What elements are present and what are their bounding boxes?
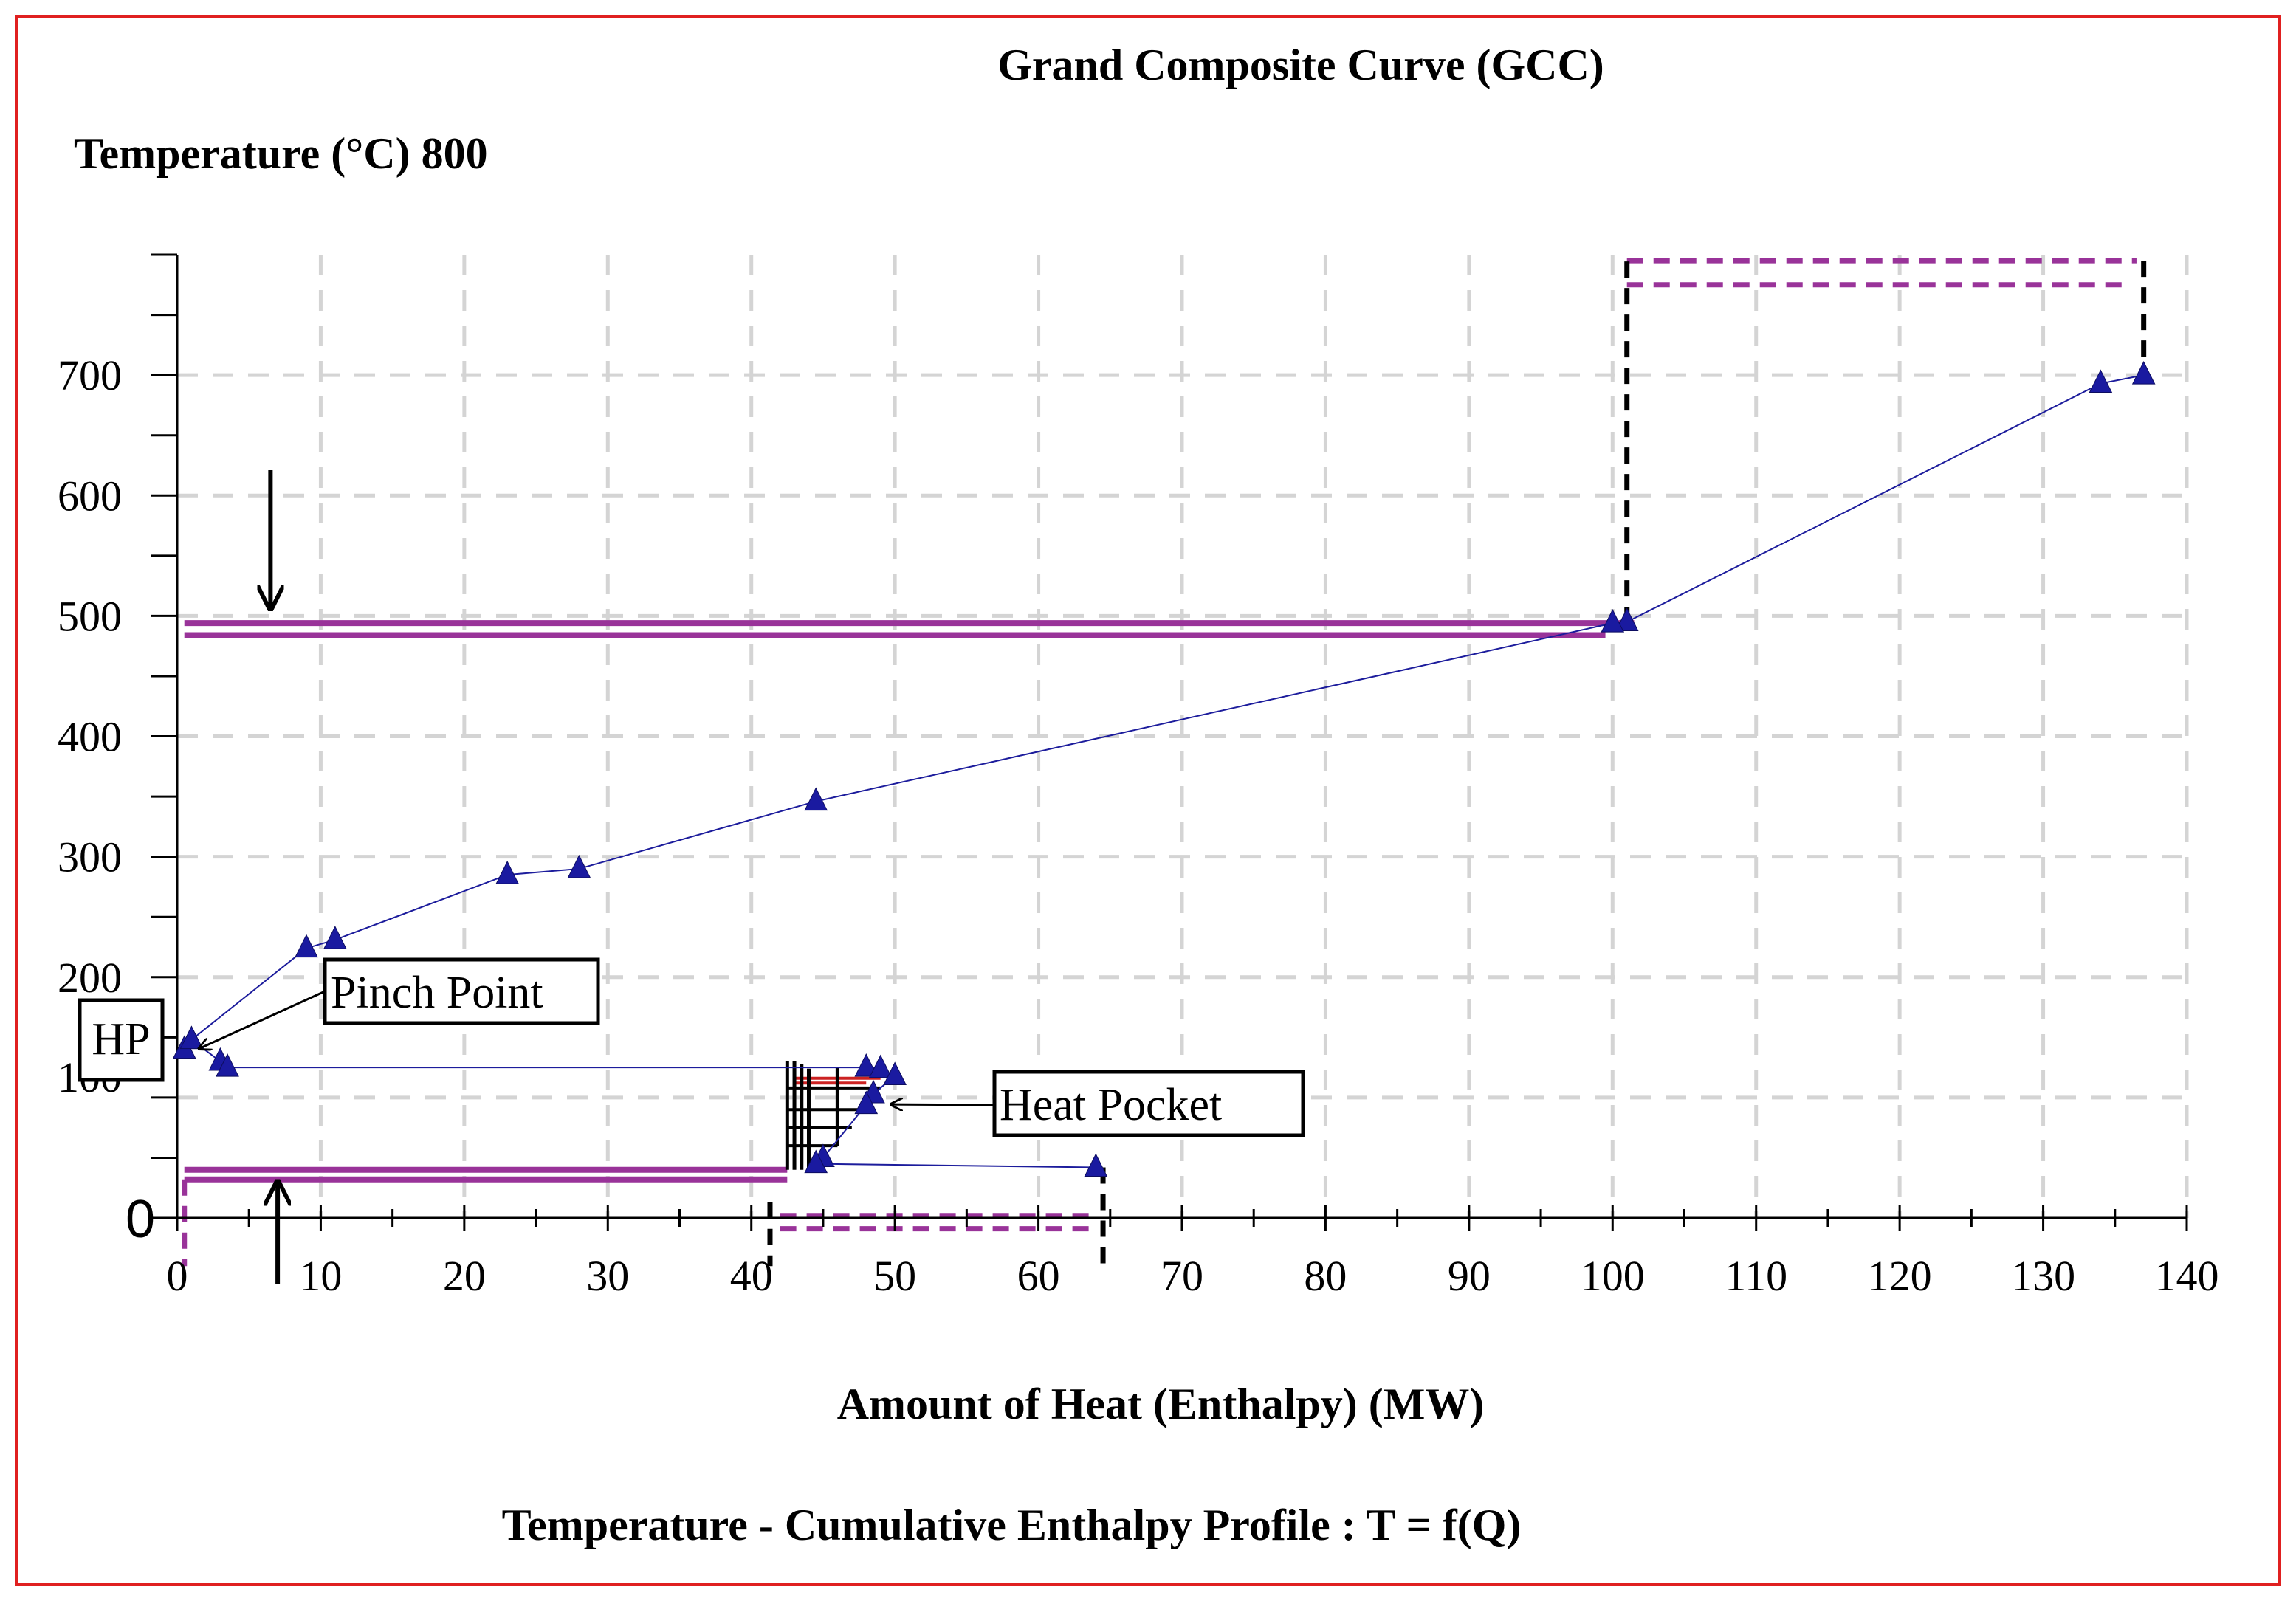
gcc-data-point: [323, 926, 347, 949]
heat-pocket-label: Heat Pocket: [1000, 1080, 1222, 1130]
gcc-data-point: [804, 787, 828, 811]
gcc-data-point: [868, 1054, 893, 1078]
hp-label-box: [78, 998, 165, 1082]
y-tick-label: 500: [58, 592, 122, 640]
gcc-data-point: [883, 1061, 907, 1086]
y-tick-label: 400: [58, 713, 122, 761]
x-tick-label: 110: [1725, 1252, 1787, 1300]
x-tick-label: 130: [2011, 1252, 2075, 1300]
gcc-data-point: [2131, 361, 2156, 385]
x-tick-label: 30: [586, 1252, 629, 1300]
heat-pocket-box: [992, 1070, 1305, 1137]
x-tick-label: 40: [730, 1252, 773, 1300]
x-tick-label: 10: [299, 1252, 342, 1300]
x-tick-label: 100: [1581, 1252, 1645, 1300]
x-tick-label: 140: [2155, 1252, 2219, 1300]
x-tick-label: 120: [1868, 1252, 1932, 1300]
gcc-data-point: [1615, 607, 1639, 632]
y-tick-label: 0: [126, 1190, 155, 1249]
y-tick-label: 700: [58, 351, 122, 399]
pinch-point-label: Pinch Point: [331, 968, 543, 1018]
gcc-data-point: [216, 1053, 239, 1077]
gcc-data-point: [804, 1149, 828, 1174]
y-tick-label: 300: [58, 833, 122, 881]
chart-caption: Temperature - Cumulative Enthalpy Profil…: [502, 1501, 1522, 1549]
gcc-data-point: [854, 1053, 879, 1077]
page-border: [15, 15, 2281, 1586]
gcc-data-point: [2089, 369, 2113, 393]
x-tick-label: 60: [1017, 1252, 1060, 1300]
gcc-data-point: [495, 860, 519, 884]
gcc-data-point: [1601, 609, 1625, 633]
gcc-data-point: [854, 1090, 879, 1115]
gcc-data-point: [295, 934, 318, 958]
x-tick-label: 70: [1161, 1252, 1203, 1300]
hp-label: HP: [92, 1014, 150, 1064]
x-tick-label: 80: [1304, 1252, 1347, 1300]
chart-title: Grand Composite Curve (GCC): [997, 41, 1604, 89]
gcc-data-point: [1084, 1153, 1108, 1177]
x-tick-label: 0: [167, 1252, 188, 1300]
series-layer: [172, 361, 2156, 1177]
y-tick-label: 200: [58, 954, 122, 1002]
annotations: HP Pinch Point Heat Pocket: [78, 469, 1305, 1284]
gcc-data-point: [567, 854, 591, 878]
y-axis-title: Temperature (°C) 800: [74, 129, 488, 178]
utility-lines: [182, 255, 2147, 1267]
pinch-pointer-arrow: [199, 990, 326, 1049]
heat-pocket-pointer-arrow: [891, 1104, 995, 1105]
y-tick-label: 600: [58, 472, 122, 520]
x-axis-title: Amount of Heat (Enthalpy) (MW): [837, 1380, 1485, 1428]
x-tick-label: 90: [1448, 1252, 1491, 1300]
x-tick-label: 20: [443, 1252, 486, 1300]
axes: 0102030405060708090100110120130140010020…: [58, 253, 2219, 1300]
x-tick-label: 50: [873, 1252, 916, 1300]
